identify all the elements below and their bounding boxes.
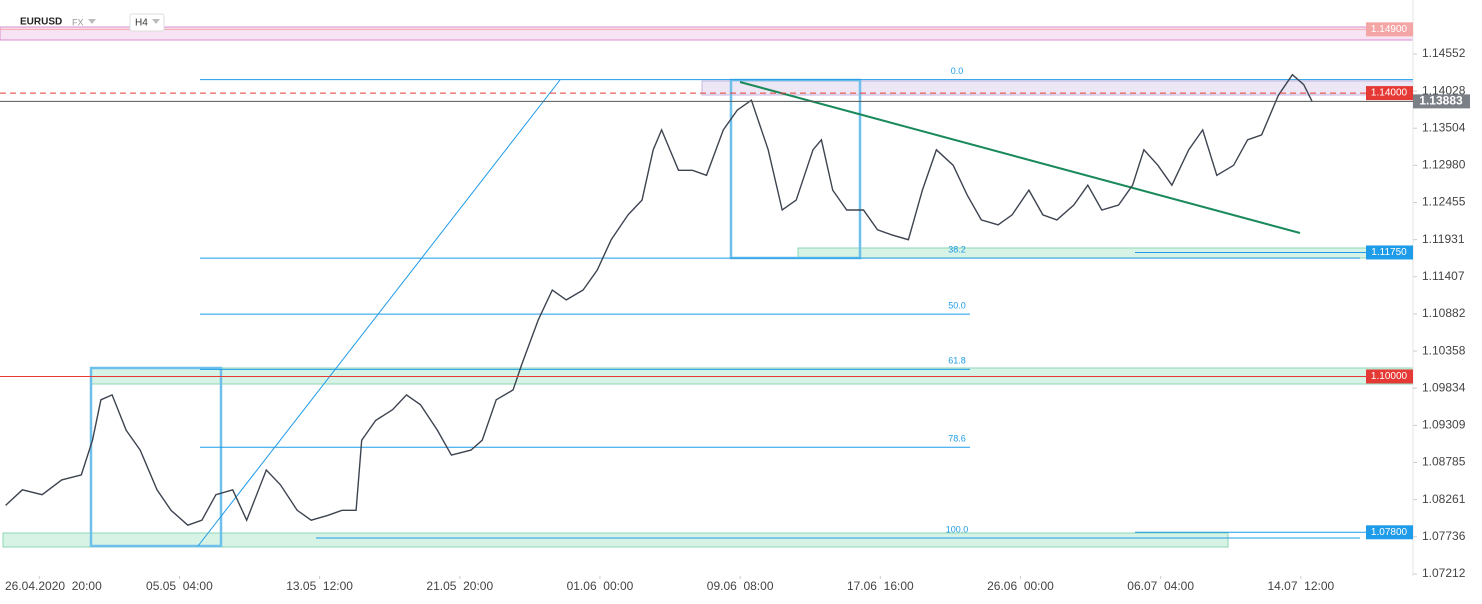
level-tag	[1366, 22, 1413, 37]
zone	[797, 247, 1414, 259]
level-tag	[1366, 245, 1413, 260]
x-tick-label: 17.06 16:00	[847, 579, 914, 593]
y-tick-label: 1.07736	[1422, 529, 1466, 543]
y-tick-label: 1.14028	[1422, 83, 1466, 97]
x-tick-label: 06.07 04:00	[1127, 579, 1194, 593]
timeframe-box[interactable]	[129, 13, 165, 32]
level-tag-label: 1.11750	[1371, 247, 1407, 258]
fib-label: 38.2	[948, 245, 966, 255]
dropdown[interactable]	[88, 19, 96, 24]
price-line	[5, 73, 1313, 526]
fib-label: 78.6	[948, 434, 966, 444]
level-tag	[1366, 369, 1413, 384]
level-tag	[1413, 94, 1470, 109]
y-tick-label: 1.07212	[1422, 566, 1466, 580]
level-tag-label: 1.14900	[1371, 24, 1408, 35]
fib-label: 100.0	[946, 524, 969, 534]
zone	[701, 80, 1414, 96]
timeframe: H4	[135, 18, 148, 29]
y-tick-label: 1.10358	[1422, 343, 1466, 357]
fib-label: 61.8	[948, 356, 966, 366]
y-tick-label: 1.09309	[1422, 418, 1466, 432]
box	[729, 78, 862, 260]
fib-label: 50.0	[948, 300, 966, 310]
fib-trend	[197, 79, 561, 547]
level-tag-label: 1.14000	[1371, 88, 1408, 99]
plot: 1.14552 1.14028 1.13504 1.12980 1.12455 1.119…	[0, 22, 1470, 593]
level-tag	[1366, 525, 1413, 540]
y-tick-label: 1.12980	[1422, 158, 1466, 172]
level-tag-label: 1.13883	[1419, 94, 1463, 108]
x-tick-label: 13.05 12:00	[286, 579, 353, 593]
y-tick-label: 1.08785	[1422, 455, 1466, 469]
fib-label: 0.0	[951, 66, 964, 76]
exchange: FX	[72, 17, 84, 27]
y-tick-label: 1.12455	[1422, 195, 1466, 209]
y-tick-label: 1.11407	[1422, 269, 1465, 283]
x-tick-label: 21.05 20:00	[426, 579, 493, 593]
y-tick-label: 1.11931	[1422, 232, 1465, 246]
y-tick-label: 1.08261	[1422, 492, 1466, 506]
y-tick-label: 1.14552	[1422, 46, 1466, 60]
y-tick-label: 1.09834	[1422, 380, 1466, 394]
level-tag	[1366, 86, 1413, 101]
level-tag-label: 1.07800	[1371, 527, 1408, 538]
zone	[2, 532, 1229, 548]
x-tick-label: 26.04.2020 20:00	[5, 579, 102, 593]
x-tick-label: 05.05 04:00	[146, 579, 213, 593]
box	[89, 366, 223, 548]
x-tick-label: 01.06 00:00	[567, 579, 634, 593]
x-tick-label: 09.06 08:00	[707, 579, 774, 593]
dropdown[interactable]	[152, 19, 160, 24]
trendline	[739, 81, 1301, 234]
x-tick-label: 14.07 12:00	[1267, 579, 1334, 593]
level-tag-label: 1.10000	[1371, 371, 1408, 382]
x-tick-label: 26.06 00:00	[987, 579, 1054, 593]
symbol: EURUSD	[20, 17, 62, 28]
y-tick-label: 1.10882	[1422, 306, 1466, 320]
y-tick-label: 1.13504	[1422, 120, 1466, 134]
